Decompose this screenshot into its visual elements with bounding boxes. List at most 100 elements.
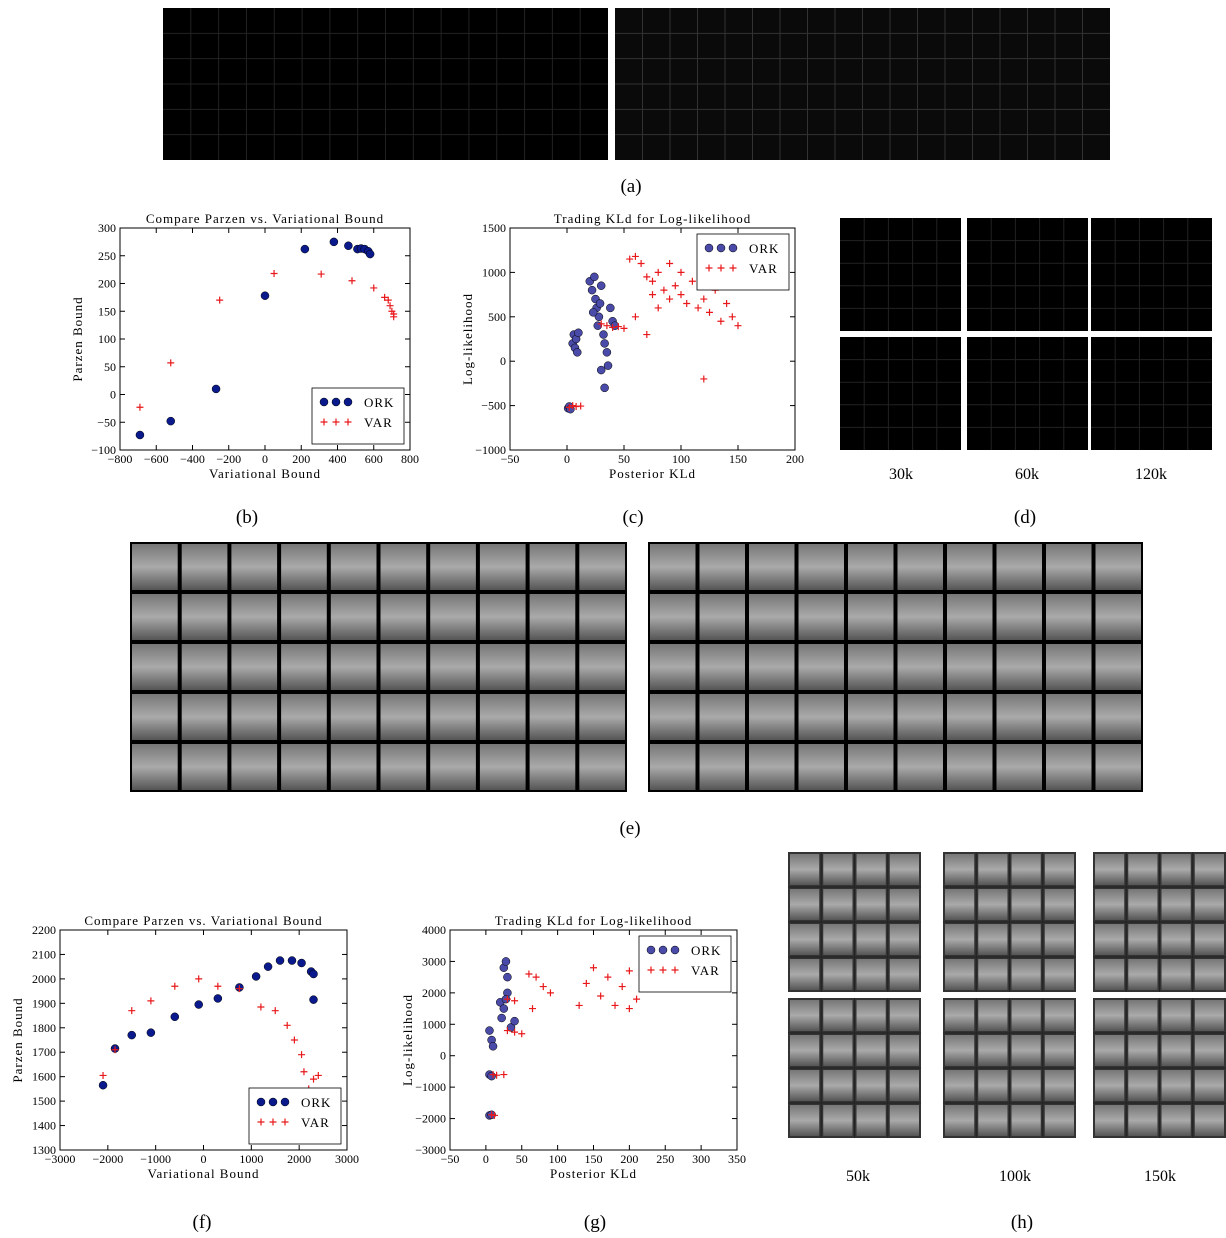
x-tick-label: −400 bbox=[180, 452, 205, 466]
point bbox=[575, 1001, 583, 1009]
image-cell bbox=[1128, 1070, 1158, 1101]
legend-label: ORK bbox=[691, 943, 721, 958]
point bbox=[649, 277, 656, 285]
point bbox=[631, 252, 639, 260]
y-tick-label: 1600 bbox=[32, 1070, 56, 1084]
image-cell bbox=[650, 544, 696, 590]
image-cell bbox=[1194, 1000, 1224, 1031]
chart-title: Compare Parzen vs. Variational Bound bbox=[84, 913, 322, 928]
point bbox=[593, 321, 603, 330]
point bbox=[111, 1046, 119, 1054]
image-cell bbox=[231, 644, 278, 690]
legend-label: VAR bbox=[364, 415, 393, 430]
image-cell bbox=[1128, 889, 1158, 920]
point bbox=[503, 995, 511, 1003]
point bbox=[606, 303, 615, 313]
image-cell bbox=[1128, 959, 1158, 990]
y-tick-label: −1000 bbox=[475, 443, 506, 457]
y-tick-label: 1500 bbox=[482, 221, 506, 235]
image-cell bbox=[790, 1105, 820, 1136]
legend-marker bbox=[658, 945, 668, 955]
image-cell bbox=[579, 694, 625, 740]
image-cell bbox=[889, 924, 919, 955]
grid-label: 150k bbox=[1144, 1168, 1176, 1185]
image-cell bbox=[856, 1070, 886, 1101]
image-cell bbox=[945, 1105, 975, 1136]
image-cell bbox=[978, 854, 1008, 885]
point bbox=[637, 260, 645, 268]
image-cell bbox=[889, 1000, 919, 1031]
legend bbox=[311, 387, 405, 445]
point bbox=[625, 967, 633, 975]
image-cell bbox=[945, 889, 975, 920]
legend-marker bbox=[269, 1118, 277, 1126]
image-cell bbox=[1046, 694, 1092, 740]
point bbox=[625, 1005, 633, 1013]
point bbox=[728, 313, 736, 321]
x-tick-label: −1000 bbox=[140, 1152, 171, 1166]
image-cell bbox=[1095, 544, 1141, 590]
image-cell bbox=[897, 644, 943, 690]
point bbox=[643, 331, 651, 339]
point bbox=[314, 1071, 322, 1079]
image-cell bbox=[1194, 854, 1224, 885]
grid-label: 60k bbox=[1015, 466, 1039, 483]
legend-label: ORK bbox=[749, 241, 779, 256]
y-tick-label: 100 bbox=[98, 332, 116, 346]
y-axis-label: Parzen Bound bbox=[70, 296, 85, 381]
point bbox=[683, 299, 691, 307]
point bbox=[298, 1051, 306, 1059]
image-cell bbox=[889, 1105, 919, 1136]
x-tick-label: 400 bbox=[329, 452, 347, 466]
image-cell bbox=[380, 644, 427, 690]
point bbox=[171, 982, 179, 990]
image-cell bbox=[479, 694, 526, 740]
x-tick-label: 0 bbox=[262, 452, 268, 466]
x-axis-label: Posterior KLd bbox=[609, 466, 696, 481]
image-cell bbox=[430, 644, 476, 690]
image-cell bbox=[1194, 889, 1224, 920]
point bbox=[569, 402, 577, 410]
image-cell bbox=[823, 959, 853, 990]
x-tick-label: 2000 bbox=[287, 1152, 311, 1166]
point bbox=[574, 328, 583, 338]
image-cell bbox=[1095, 889, 1125, 920]
legend-marker bbox=[671, 966, 679, 974]
point bbox=[297, 958, 306, 968]
legend-marker bbox=[268, 1097, 278, 1107]
point bbox=[604, 973, 612, 981]
y-tick-label: −50 bbox=[97, 415, 116, 429]
image-cell bbox=[479, 594, 526, 640]
image-cell bbox=[1095, 1000, 1125, 1031]
x-axis-label: Variational Bound bbox=[148, 1166, 260, 1181]
point bbox=[600, 339, 609, 348]
legend-marker bbox=[343, 397, 353, 407]
caption: (a) bbox=[620, 176, 641, 197]
point bbox=[370, 284, 378, 292]
image-cell bbox=[996, 744, 1042, 790]
point bbox=[511, 1028, 519, 1036]
image-cell bbox=[330, 694, 377, 740]
point bbox=[597, 992, 605, 1000]
x-tick-label: −2000 bbox=[92, 1152, 123, 1166]
point bbox=[600, 383, 609, 393]
y-tick-label: 2000 bbox=[422, 986, 446, 1000]
image-cell bbox=[897, 694, 943, 740]
point bbox=[595, 299, 605, 308]
image-cell bbox=[1046, 544, 1092, 590]
image-cell bbox=[947, 544, 993, 590]
point bbox=[734, 322, 742, 330]
legend bbox=[696, 233, 790, 291]
x-tick-label: −600 bbox=[144, 452, 169, 466]
point bbox=[167, 359, 175, 367]
image-cell bbox=[650, 744, 696, 790]
image-cell bbox=[650, 694, 696, 740]
image-cell bbox=[529, 544, 576, 590]
image-cell bbox=[1161, 1070, 1191, 1101]
image-cell bbox=[1095, 1035, 1125, 1066]
image-cell bbox=[529, 694, 576, 740]
legend-label: VAR bbox=[691, 963, 720, 978]
legend-marker bbox=[717, 264, 725, 272]
point bbox=[525, 970, 533, 978]
